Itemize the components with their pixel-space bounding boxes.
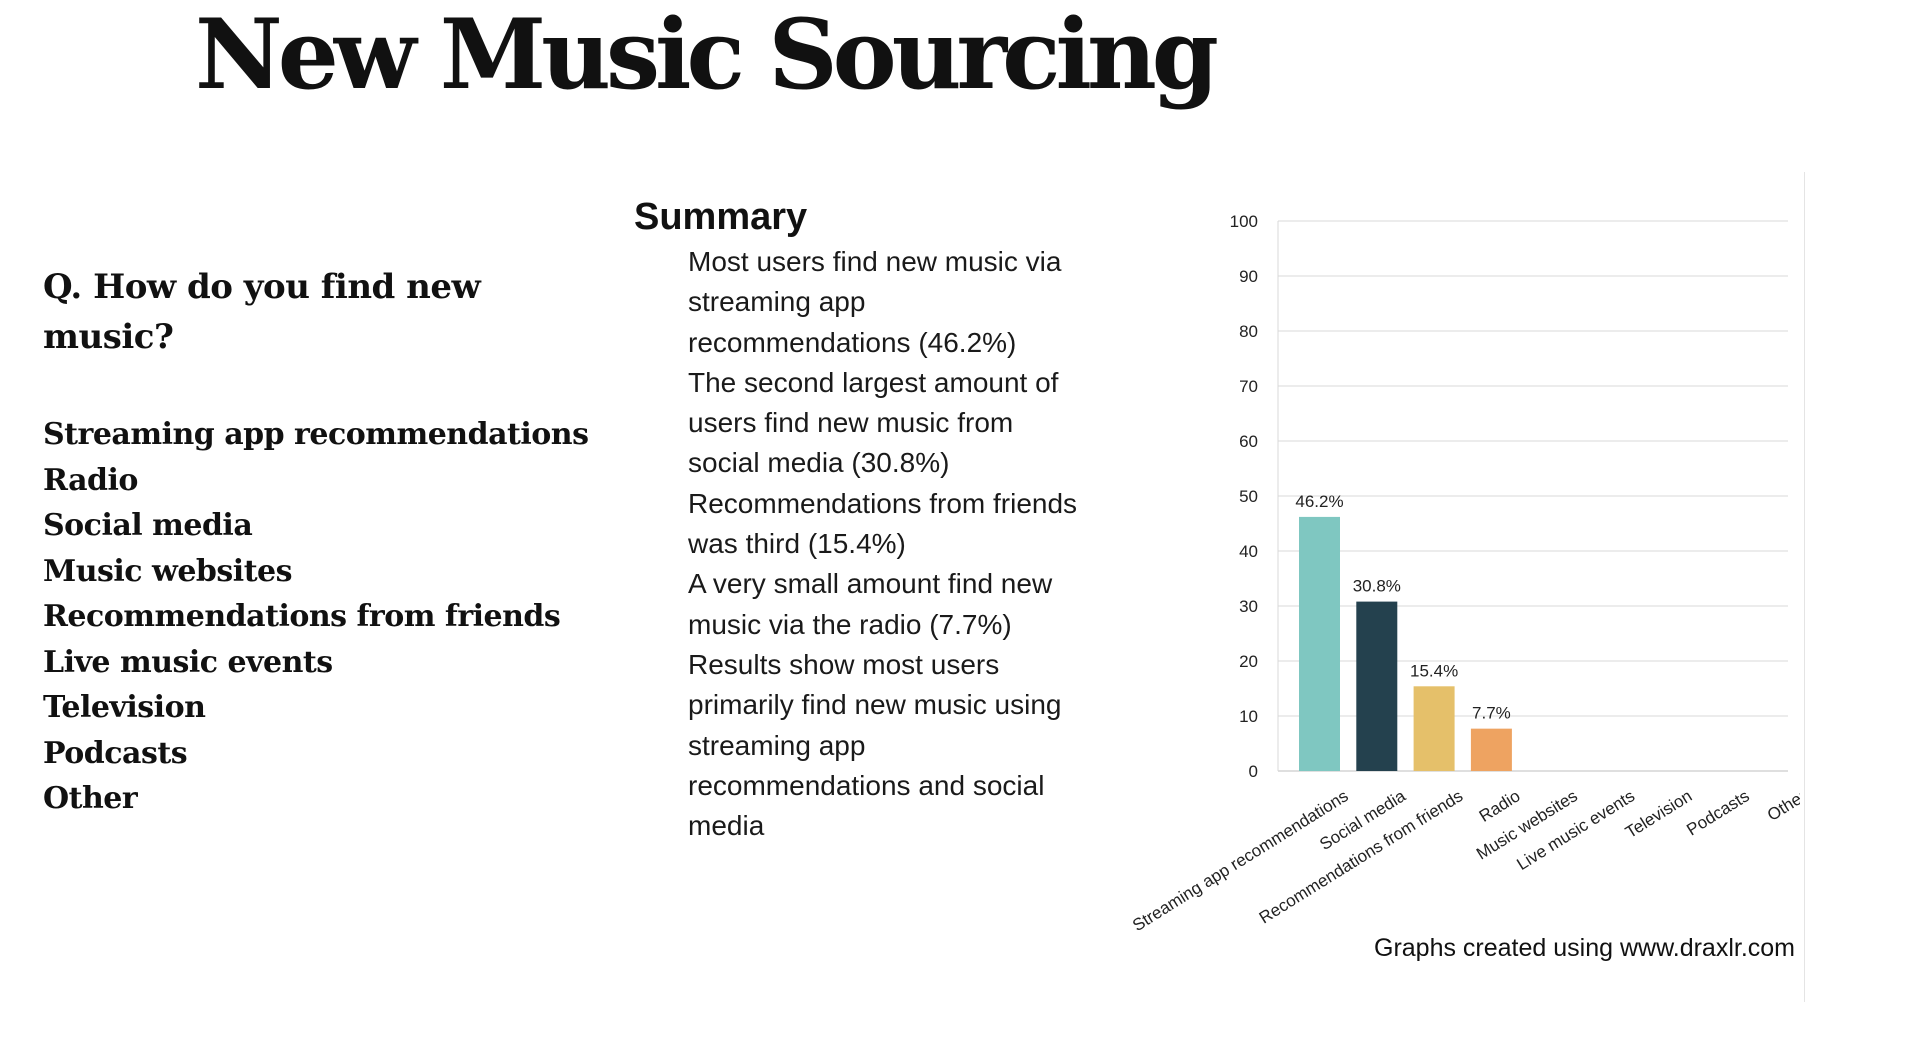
answer-option: Other <box>43 781 138 816</box>
divider-line <box>1804 172 1805 1002</box>
summary-bullet: Results show most users primarily find n… <box>668 645 1086 846</box>
bar <box>1356 601 1398 771</box>
x-tick-label: Streaming app recommendations <box>1129 786 1351 935</box>
answer-option: Music websites <box>43 553 293 589</box>
answer-option: Streaming app recommendations <box>43 417 589 452</box>
x-tick-label: Podcasts <box>1683 786 1752 839</box>
bar-data-label: 7.7% <box>1472 704 1511 723</box>
y-tick-label: 90 <box>1239 267 1258 286</box>
survey-question: Q. How do you find new music? <box>43 267 481 357</box>
y-tick-label: 60 <box>1239 432 1258 451</box>
summary-bullet: The second largest amount of users find … <box>668 363 1086 484</box>
y-tick-label: 30 <box>1239 597 1258 616</box>
summary-bullet: Most users find new music via streaming … <box>668 242 1086 363</box>
summary-bullet: A very small amount find new music via t… <box>668 564 1086 645</box>
y-tick-label: 20 <box>1239 652 1258 671</box>
x-tick-label: Other <box>1764 786 1800 825</box>
y-tick-label: 0 <box>1249 762 1258 781</box>
bar-data-label: 15.4% <box>1410 661 1458 680</box>
y-tick-label: 80 <box>1239 322 1258 341</box>
answer-options-list: Streaming app recommendations Radio Soci… <box>43 412 589 822</box>
y-tick-label: 70 <box>1239 377 1258 396</box>
answer-option: Radio <box>43 462 138 498</box>
bar-data-label: 46.2% <box>1295 492 1343 511</box>
x-tick-label: Recommendations from friends <box>1256 786 1466 927</box>
y-tick-label: 50 <box>1239 487 1258 506</box>
bar-chart: 0 10 20 30 40 50 60 70 80 90 100 46.2% Streaming app… <box>1060 165 1810 1000</box>
answer-option: Live music events <box>43 644 333 680</box>
bar-data-label: 30.8% <box>1353 577 1401 596</box>
y-tick-label: 40 <box>1239 542 1258 561</box>
answer-option: Podcasts <box>43 735 188 771</box>
y-tick-label: 100 <box>1230 212 1258 231</box>
bar <box>1299 516 1340 771</box>
chart-credit: Graphs created using www.draxlr.com <box>1374 934 1796 962</box>
summary-bullet: Recommendations from friends was third (… <box>668 484 1086 565</box>
answer-option: Recommendations from friends <box>43 599 561 634</box>
answer-option: Social media <box>43 508 253 543</box>
bar <box>1470 728 1512 771</box>
page-title: New Music Sourcing <box>195 0 1219 111</box>
bar <box>1413 686 1455 771</box>
summary-heading: Summary <box>634 196 808 238</box>
y-tick-label: 10 <box>1239 707 1258 726</box>
bar-chart-svg: 0 10 20 30 40 50 60 70 80 90 100 46.2% Streaming app… <box>1129 212 1810 935</box>
answer-option: Television <box>43 690 206 725</box>
summary-list: Most users find new music via streaming … <box>668 242 1086 846</box>
